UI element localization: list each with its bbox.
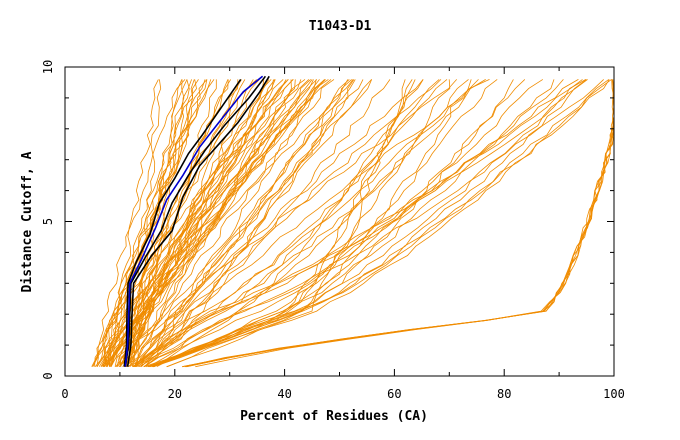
model-curve-88 (149, 79, 612, 368)
model-curve-76 (137, 79, 440, 367)
model-curve-36 (96, 79, 192, 367)
model-curve-92 (156, 79, 498, 368)
model-curve-61 (120, 79, 310, 367)
highlight-series-3 (124, 75, 264, 367)
model-curve-87 (139, 79, 579, 368)
model-curve-43 (92, 79, 212, 367)
x-tick-label: 100 (603, 387, 625, 401)
model-curve-91 (166, 79, 514, 368)
model-curve-78 (135, 79, 448, 368)
highlight-series-1 (126, 75, 270, 367)
model-curve-15 (134, 79, 364, 367)
x-tick-label: 0 (61, 387, 68, 401)
model-curve-90 (166, 79, 610, 368)
model-curve-38 (94, 79, 284, 367)
model-curve-101 (186, 79, 615, 368)
model-curve-58 (140, 79, 349, 367)
model-curve-75 (147, 79, 610, 368)
model-curve-80 (144, 79, 469, 368)
model-curve-96 (184, 79, 615, 368)
model-curve-18 (107, 79, 239, 367)
y-axis-label: Distance Cutoff, A (20, 151, 35, 292)
model-curve-49 (108, 79, 159, 367)
plot-area (91, 75, 615, 368)
model-curve-89 (143, 79, 587, 368)
model-curve-55 (128, 79, 372, 368)
y-tick-label: 0 (41, 372, 55, 379)
model-curve-54 (135, 79, 335, 367)
chart-title: T1043-D1 (309, 19, 372, 34)
model-curve-73 (134, 79, 583, 368)
model-curve-63 (124, 79, 424, 368)
model-curve-45 (104, 79, 215, 367)
model-curve-53 (104, 79, 287, 367)
model-curve-82 (136, 79, 604, 368)
highlight-series-0 (123, 78, 242, 367)
x-axis-label: Percent of Residues (CA) (240, 409, 428, 424)
y-tick-label: 10 (41, 60, 55, 74)
model-curve-8 (119, 79, 276, 367)
y-tick-label: 5 (41, 218, 55, 225)
x-tick-label: 60 (387, 387, 401, 401)
model-curve-79 (152, 79, 472, 368)
model-curve-69 (141, 79, 352, 367)
model-curve-56 (135, 79, 442, 367)
model-curve-48 (118, 79, 356, 367)
model-curve-65 (143, 79, 391, 368)
x-tick-label: 40 (277, 387, 291, 401)
model-curve-12 (134, 79, 325, 367)
model-curve-4 (117, 79, 313, 367)
model-curve-52 (110, 79, 332, 367)
axis-ticks: 0 20 40 60 80 100 0 5 10 (41, 60, 625, 401)
model-curve-83 (144, 79, 486, 367)
model-curve-19 (110, 79, 276, 367)
model-curve-62 (129, 79, 296, 367)
model-curve-14 (119, 79, 314, 367)
model-curve-68 (127, 79, 326, 368)
model-curve-40 (105, 79, 197, 367)
x-tick-label: 20 (168, 387, 182, 401)
model-curve-24 (94, 79, 206, 367)
model-curve-30 (135, 79, 350, 367)
model-curve-17 (96, 79, 186, 367)
highlight-series-2 (124, 75, 267, 367)
model-curve-85 (148, 79, 544, 368)
model-curve-28 (92, 79, 195, 367)
model-curve-44 (106, 79, 294, 367)
model-curve-81 (148, 79, 406, 368)
model-curve-47 (91, 79, 294, 367)
model-curve-93 (153, 79, 424, 368)
x-tick-label: 80 (497, 387, 511, 401)
model-curve-94 (133, 79, 588, 368)
